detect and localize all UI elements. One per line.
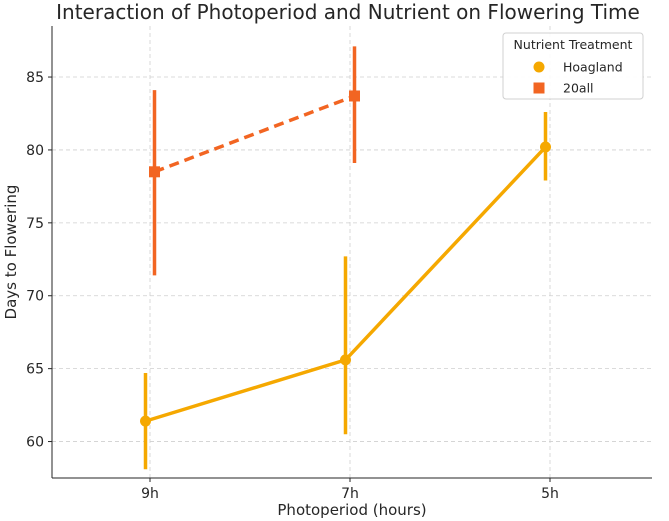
x-tick-label: 5h	[541, 486, 559, 502]
y-tick-label: 60	[26, 435, 44, 451]
x-axis-label: Photoperiod (hours)	[277, 501, 426, 519]
y-tick-label: 70	[26, 289, 44, 305]
series-line	[153, 94, 356, 174]
legend-marker	[533, 61, 545, 73]
y-tick-label: 75	[26, 216, 44, 232]
legend-label: 20all	[563, 81, 594, 96]
series-layer	[140, 46, 551, 470]
legend-marker	[533, 82, 545, 94]
y-tick-label: 65	[26, 362, 44, 378]
y-tick-label: 85	[26, 70, 44, 86]
grid	[52, 26, 652, 478]
legend-label: Hoagland	[563, 60, 623, 75]
axes: 60 65 70 75 80 85 9h 7h 5h	[26, 26, 652, 502]
data-point	[140, 415, 151, 427]
data-point	[349, 90, 360, 102]
legend-title: Nutrient Treatment	[514, 37, 633, 52]
x-tick-label: 7h	[341, 486, 359, 502]
y-tick-label: 80	[26, 143, 44, 159]
chart-title: Interaction of Photoperiod and Nutrient …	[56, 0, 640, 24]
series-hoagland	[140, 112, 551, 470]
legend: Nutrient Treatment Hoagland 20all	[502, 32, 644, 100]
data-point	[540, 141, 551, 153]
data-point	[149, 166, 160, 178]
y-axis-label: Days to Flowering	[2, 185, 20, 320]
x-tick-label: 9h	[141, 486, 159, 502]
series-20all	[149, 46, 360, 276]
data-point	[340, 354, 351, 366]
